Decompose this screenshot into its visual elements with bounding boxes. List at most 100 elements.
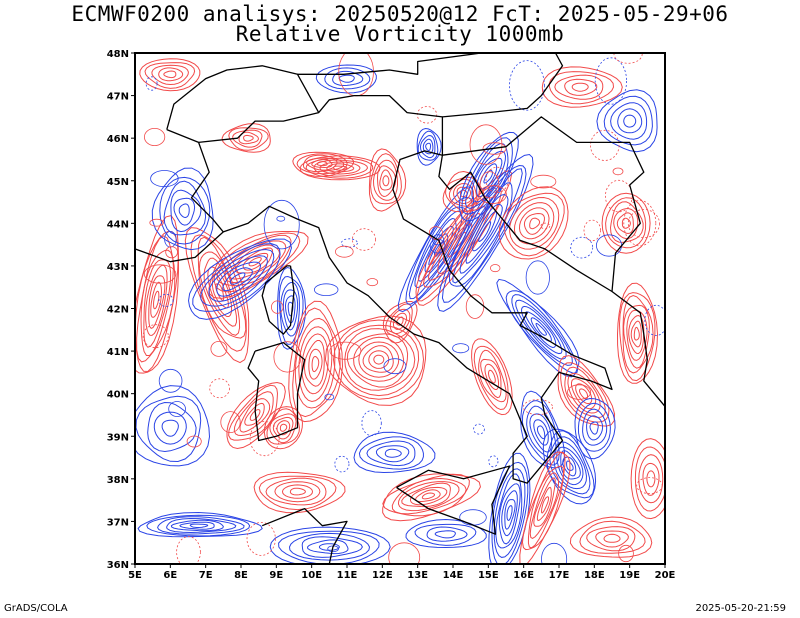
map-background: [135, 53, 665, 564]
positive-contour: [567, 373, 601, 414]
minor-contour: [469, 124, 503, 165]
positive-contour: [151, 64, 189, 86]
positive-contour: [319, 161, 361, 175]
minor-contour: [478, 185, 507, 204]
minor-contour: [361, 410, 382, 437]
positive-contour: [529, 217, 541, 230]
negative-contour: [501, 490, 518, 537]
negative-contour: [166, 517, 237, 534]
positive-contour: [642, 462, 660, 496]
positive-contour: [521, 451, 566, 551]
positive-contour: [158, 67, 184, 82]
positive-contour: [233, 391, 274, 436]
minor-contour: [623, 200, 657, 247]
minor-contour: [142, 324, 169, 349]
minor-contour: [263, 199, 300, 250]
positive-contour: [421, 492, 436, 500]
positive-contour: [243, 134, 254, 142]
positive-contour: [272, 416, 294, 440]
negative-contour: [192, 243, 281, 312]
positive-contour: [224, 240, 287, 284]
positive-contour: [401, 482, 451, 508]
positive-contour: [265, 477, 327, 506]
negative-contour: [278, 530, 380, 564]
positive-contour: [621, 217, 631, 229]
minor-contour: [165, 246, 178, 259]
positive-contour: [208, 230, 309, 299]
minor-contour: [541, 542, 568, 564]
positive-contour: [276, 420, 291, 436]
x-tick-label: 16E: [513, 570, 534, 581]
positive-contour: [638, 454, 664, 504]
positive-contour: [303, 339, 325, 387]
negative-contour: [324, 67, 371, 90]
positive-contour: [139, 58, 201, 92]
minor-contour: [525, 260, 550, 295]
positive-contour: [527, 465, 565, 549]
positive-contour: [136, 235, 176, 363]
negative-contour: [574, 397, 616, 460]
positive-contour: [379, 169, 393, 191]
negative-contour: [384, 448, 402, 458]
positive-contour: [296, 153, 348, 175]
minor-contour: [644, 304, 665, 336]
north-border: [198, 94, 444, 156]
positive-contour: [150, 281, 162, 318]
positive-contour: [487, 369, 496, 384]
positive-contour: [595, 530, 629, 548]
negative-contour: [173, 197, 196, 226]
positive-contour: [253, 471, 346, 514]
negative-contour: [315, 64, 377, 94]
minor-contour: [176, 536, 201, 564]
negative-contour: [465, 203, 503, 264]
x-tick-label: 20E: [655, 570, 676, 581]
balkan-coastline: [438, 155, 665, 407]
positive-contour: [548, 71, 615, 105]
positive-contour: [601, 192, 651, 254]
negative-contour: [170, 189, 202, 233]
negative-contour: [505, 290, 579, 374]
positive-contour: [523, 213, 545, 235]
positive-contour: [564, 78, 598, 96]
positive-contour: [258, 475, 337, 511]
y-tick-label: 42N: [107, 305, 129, 316]
positive-contour: [452, 182, 475, 205]
positive-contour: [416, 184, 502, 302]
italy-coastline: [223, 150, 613, 484]
x-tick-label: 15E: [478, 570, 499, 581]
positive-contour: [391, 478, 467, 515]
positive-contour: [373, 354, 385, 365]
positive-contour: [326, 163, 355, 173]
positive-contour: [392, 312, 408, 330]
negative-contour: [459, 194, 509, 274]
negative-contour: [566, 460, 574, 471]
positive-contour: [409, 486, 448, 506]
positive-contour: [281, 484, 314, 499]
minor-contour: [246, 522, 276, 556]
minor-contour: [594, 57, 628, 105]
negative-contour: [577, 402, 611, 452]
minor-contour: [482, 142, 507, 155]
positive-contour: [274, 481, 321, 503]
negative-contour: [147, 401, 197, 453]
negative-contour: [419, 134, 436, 159]
negative-contour: [208, 255, 268, 302]
map-subtitle: Relative Vorticity 1000mb: [235, 22, 565, 46]
slovenia-croatia-border: [442, 116, 645, 292]
positive-contour: [358, 341, 400, 378]
positive-contour: [445, 176, 480, 212]
negative-contour: [623, 114, 637, 128]
positive-contour: [305, 157, 374, 179]
minor-contour: [366, 278, 379, 287]
positive-contour: [368, 148, 407, 212]
positive-contour: [586, 526, 636, 552]
positive-contour: [646, 470, 656, 488]
positive-contour: [541, 66, 623, 108]
x-tick-label: 14E: [443, 570, 464, 581]
negative-contour: [366, 440, 416, 467]
negative-contour: [353, 431, 436, 474]
minor-contour: [522, 399, 553, 416]
positive-contour: [503, 192, 565, 257]
negative-contour: [151, 167, 214, 251]
